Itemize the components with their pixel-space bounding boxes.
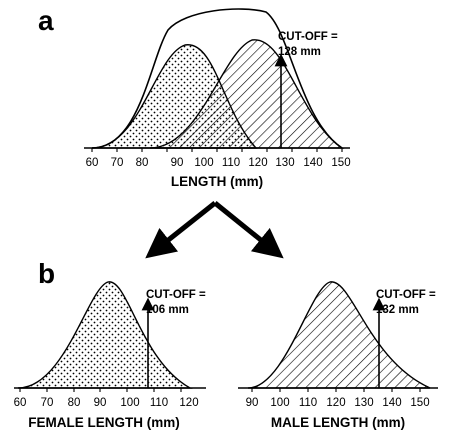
panel-a-cutoff-label-2: 128 mm [278, 46, 321, 58]
panel-a-tick-label: 60 [86, 157, 99, 169]
panel-b-male-cutoff-label-2: 132 mm [376, 304, 419, 316]
panel-a-tick-label: 110 [222, 157, 240, 169]
panel-a-tick-label: 80 [136, 157, 149, 169]
panel-a-tick-marks [91, 148, 343, 152]
panel-b-female-tick-label: 80 [68, 397, 81, 409]
panel-b-female-tick-marks [19, 388, 182, 392]
panel-b-male-tick-label: 110 [299, 397, 317, 409]
panel-b-female-tick-label: 110 [150, 397, 168, 409]
panel-b-male-curve [247, 281, 431, 389]
panel-a-tick-label: 90 [171, 157, 184, 169]
panel-a-cutoff-label-1: CUT-OFF = [278, 31, 338, 43]
panel-b-male-tick-marks [251, 388, 421, 392]
panel-b-female-curve [17, 281, 193, 389]
panel-b-female-tick-label: 100 [120, 397, 139, 409]
panel-b-female-tick-label: 60 [14, 397, 27, 409]
branch-arrow-left [145, 201, 217, 259]
panel-a-tick-label: 100 [194, 157, 213, 169]
panel-b-male-tick-label: 150 [410, 397, 429, 409]
panel-b-male-tick-label: 130 [354, 397, 373, 409]
panel-a-tick-label: 70 [111, 157, 124, 169]
panel-b-male-axis-title: MALE LENGTH (mm) [271, 415, 405, 430]
panel-b-male-tick-label: 100 [270, 397, 289, 409]
panel-a-tick-label: 120 [248, 157, 267, 169]
panel-b-female-tick-label: 70 [41, 397, 54, 409]
panel-b-female-tick-label: 120 [179, 397, 198, 409]
panel-b-female-axis-title: FEMALE LENGTH (mm) [28, 415, 180, 430]
panel-a-axis-title: LENGTH (mm) [171, 174, 263, 189]
panel-b-female-cutoff-label-2: 106 mm [146, 304, 189, 316]
panel-b-male-cutoff-label-1: CUT-OFF = [376, 289, 436, 301]
panel-a-male-curve [149, 39, 345, 149]
panel-a-tick-label: 130 [275, 157, 294, 169]
panel-b-letter: b [38, 258, 55, 289]
panel-a-tick-label: 150 [331, 157, 350, 169]
panel-b-female-tick-label: 90 [94, 397, 107, 409]
panel-b-female-cutoff-label-1: CUT-OFF = [146, 289, 206, 301]
panel-b-male-tick-label: 140 [382, 397, 401, 409]
panel-b-male-tick-label: 90 [246, 397, 259, 409]
branch-arrow-right [213, 201, 284, 259]
panel-a-tick-label: 140 [303, 157, 322, 169]
panel-a-letter: a [38, 5, 54, 36]
panel-b-male-tick-label: 120 [326, 397, 345, 409]
panel-a-combined-envelope [91, 8, 343, 149]
